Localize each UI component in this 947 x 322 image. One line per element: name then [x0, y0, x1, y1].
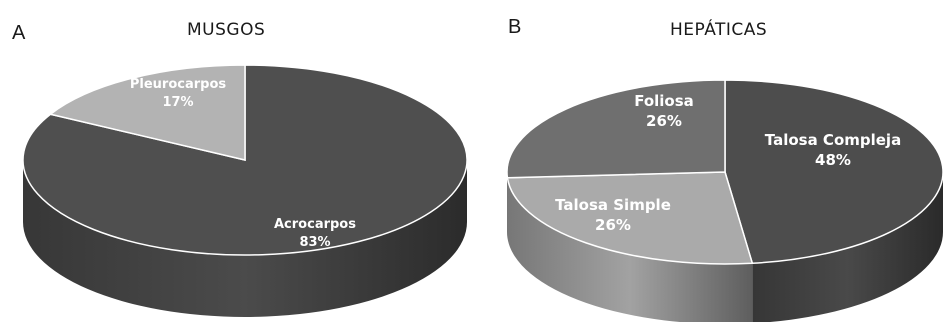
pie-slice-foliosa: [506, 79, 726, 179]
pie-chart-1: Acrocarpos 83% Pleurocarpos 17%: [22, 64, 468, 317]
slice-value-pleurocarpos: 17%: [162, 95, 193, 110]
slice-value-talosa-simple: 26%: [595, 216, 631, 234]
pie-slice-talosa-compleja: [724, 79, 944, 265]
pie-chart-2: Talosa Compleja 48% Talosa Simple 26% Folios…: [506, 79, 944, 322]
slice-label-pleurocarpos: Pleurocarpos: [130, 77, 227, 92]
slice-label-acrocarpos: Acrocarpos: [274, 217, 356, 232]
slice-label-talosa-simple: Talosa Simple: [555, 196, 671, 214]
pie-slice-pleurocarpos: [48, 64, 246, 161]
chart-title-hepaticas: HEPÁTICAS: [670, 20, 768, 40]
chart-title-musgos: MUSGOS: [187, 20, 266, 40]
pie-side-acrocarpos: [23, 160, 467, 317]
pie-side-talosa-simple: [507, 177, 753, 322]
slice-value-talosa-compleja: 48%: [815, 151, 851, 169]
slice-label-foliosa: Foliosa: [634, 92, 694, 110]
pie-slice-talosa-simple: [506, 171, 754, 265]
panel-letter-b: B: [508, 16, 522, 38]
slice-value-acrocarpos: 83%: [299, 235, 330, 250]
panel-letter-a: A: [12, 22, 26, 44]
pie-slice-acrocarpos: [22, 64, 468, 256]
slice-label-talosa-compleja: Talosa Compleja: [765, 131, 901, 149]
slice-value-foliosa: 26%: [646, 112, 682, 130]
pie-side-talosa-compleja: [752, 172, 943, 322]
